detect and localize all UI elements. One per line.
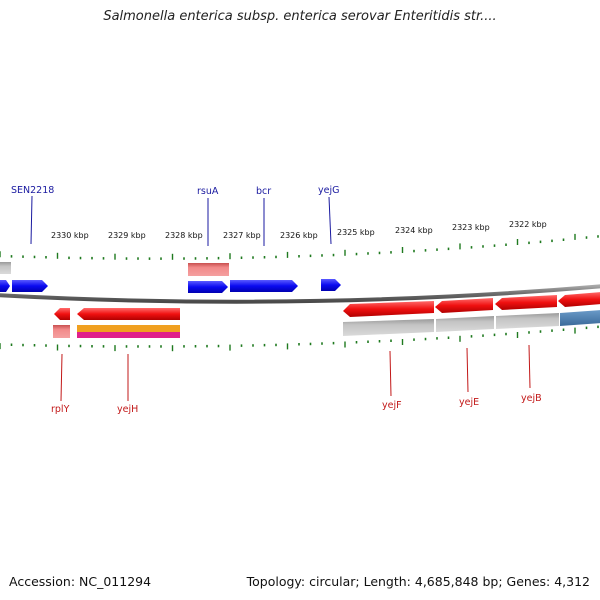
gene-arrow-left-partial[interactable] xyxy=(0,280,10,292)
gene-arrow-yejH[interactable] xyxy=(77,308,180,320)
scale-label-2328: 2328 kbp xyxy=(165,231,203,240)
scale-label-2323: 2323 kbp xyxy=(452,223,490,232)
scale-label-2326: 2326 kbp xyxy=(280,231,318,240)
gene-label-yejE[interactable]: yejE xyxy=(459,397,479,408)
gene-label-bcr[interactable]: bcr xyxy=(256,186,271,197)
leader-line-yejE xyxy=(466,347,469,393)
feature-band-yejF-grey[interactable] xyxy=(343,319,434,336)
scale-label-2325: 2325 kbp xyxy=(337,228,375,237)
leader-line-rplY xyxy=(60,353,63,402)
gene-arrow-yejG[interactable] xyxy=(321,279,341,291)
leader-line-yejG xyxy=(328,196,332,245)
gene-label-yejB[interactable]: yejB xyxy=(521,393,542,404)
scale-label-2330: 2330 kbp xyxy=(51,231,89,240)
gene-arrow-yejF[interactable] xyxy=(343,301,434,317)
gene-arrow-right-partial[interactable] xyxy=(558,292,600,307)
genome-backbone xyxy=(0,284,600,304)
leader-line-yejB xyxy=(528,344,531,389)
scale-label-2329: 2329 kbp xyxy=(108,231,146,240)
gene-label-rplY[interactable]: rplY xyxy=(51,404,70,415)
tick-row-top xyxy=(0,233,599,260)
gene-label-yejF[interactable]: yejF xyxy=(382,400,402,411)
feature-block-rplY-pink[interactable] xyxy=(53,325,70,338)
scale-label-2327: 2327 kbp xyxy=(223,231,261,240)
genome-summary: Topology: circular; Length: 4,685,848 bp… xyxy=(246,574,590,589)
gene-label-yejH[interactable]: yejH xyxy=(117,404,138,415)
scale-label-2322: 2322 kbp xyxy=(509,220,547,229)
gene-arrow-yejE[interactable] xyxy=(435,298,493,313)
genome-title: Salmonella enterica subsp. enterica sero… xyxy=(103,9,497,24)
feature-block-rsuA-pink[interactable] xyxy=(188,263,229,276)
tick-row-bottom xyxy=(0,325,599,352)
accession-label: Accession: NC_011294 xyxy=(9,574,152,589)
gene-arrow-yejB[interactable] xyxy=(495,295,557,310)
feature-band-yejE-grey[interactable] xyxy=(436,316,494,332)
gene-arrow-rsuA[interactable] xyxy=(188,281,228,293)
scale-label-2324: 2324 kbp xyxy=(395,226,433,235)
gene-arrow-bcr[interactable] xyxy=(230,280,298,292)
feature-bar-yejH-orange[interactable] xyxy=(77,325,180,332)
feature-bar-yejH-magenta[interactable] xyxy=(77,332,180,338)
feature-band-right-steel[interactable] xyxy=(560,310,600,326)
leader-line-SEN2218 xyxy=(30,195,33,245)
gene-label-SEN2218[interactable]: SEN2218 xyxy=(11,185,54,196)
feature-band-yejB-grey[interactable] xyxy=(496,313,559,329)
gene-arrow-rplY[interactable] xyxy=(54,308,70,320)
feature-block-left-grey[interactable] xyxy=(0,262,11,274)
gene-arrow-SEN2218[interactable] xyxy=(12,280,48,292)
gene-label-yejG[interactable]: yejG xyxy=(318,185,339,196)
leader-line-yejF xyxy=(389,350,392,397)
gene-label-rsuA[interactable]: rsuA xyxy=(197,186,219,197)
